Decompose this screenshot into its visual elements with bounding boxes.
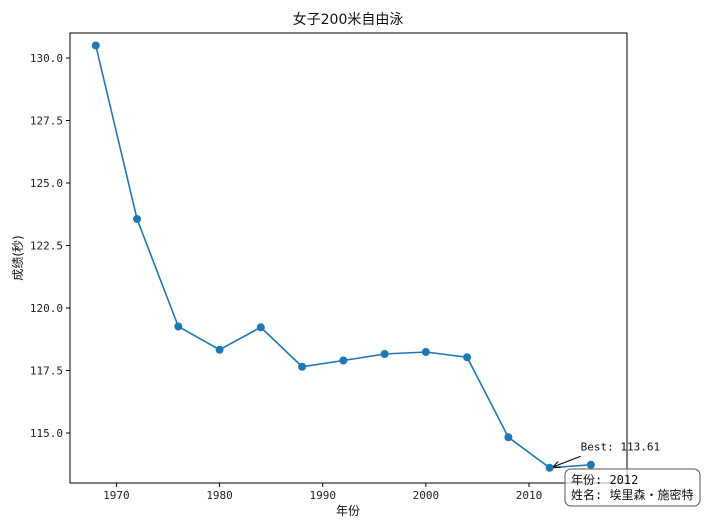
x-axis-label: 年份 [336,504,360,518]
axes-frame [69,32,628,484]
y-tick-label: 115.0 [30,427,63,440]
y-axis-label: 成绩(秒) [11,235,25,280]
y-tick-label: 127.5 [30,115,63,128]
x-tick-label: 1980 [206,489,233,502]
y-tick-label: 122.5 [30,240,63,253]
data-point [380,350,389,358]
x-tick-label: 1990 [309,489,336,502]
x-tick-label: 2000 [413,489,440,502]
data-point [463,353,472,362]
data-point [504,433,513,442]
best-annotation-label: Best: 113.61 [581,440,660,453]
y-tick-label: 130.0 [30,52,63,65]
x-tick-label: 2010 [516,489,543,502]
y-tick-label: 117.5 [30,365,63,378]
x-tick-label: 1970 [103,489,130,502]
data-point [256,323,265,332]
info-box [564,468,701,507]
data-point [174,322,183,331]
data-point [91,41,100,50]
chart-title: 女子200米自由泳 [293,11,404,28]
data-point [339,356,348,365]
plot-area: 1970 1980 1990 2000 2010 115.0 117.5 120.0 122.5… [30,32,701,507]
annotation-arrow [554,455,581,467]
data-point [298,362,307,371]
info-box-year: 年份: 2012 [571,473,638,487]
data-point [133,215,142,223]
data-point [421,348,430,356]
data-point [545,463,554,472]
data-point [586,460,595,469]
info-box-name: 姓名: 埃里森・施密特 [571,487,693,502]
y-tick-label: 125.0 [30,177,63,190]
y-tick-label: 120.0 [30,302,63,315]
data-point [215,345,224,354]
